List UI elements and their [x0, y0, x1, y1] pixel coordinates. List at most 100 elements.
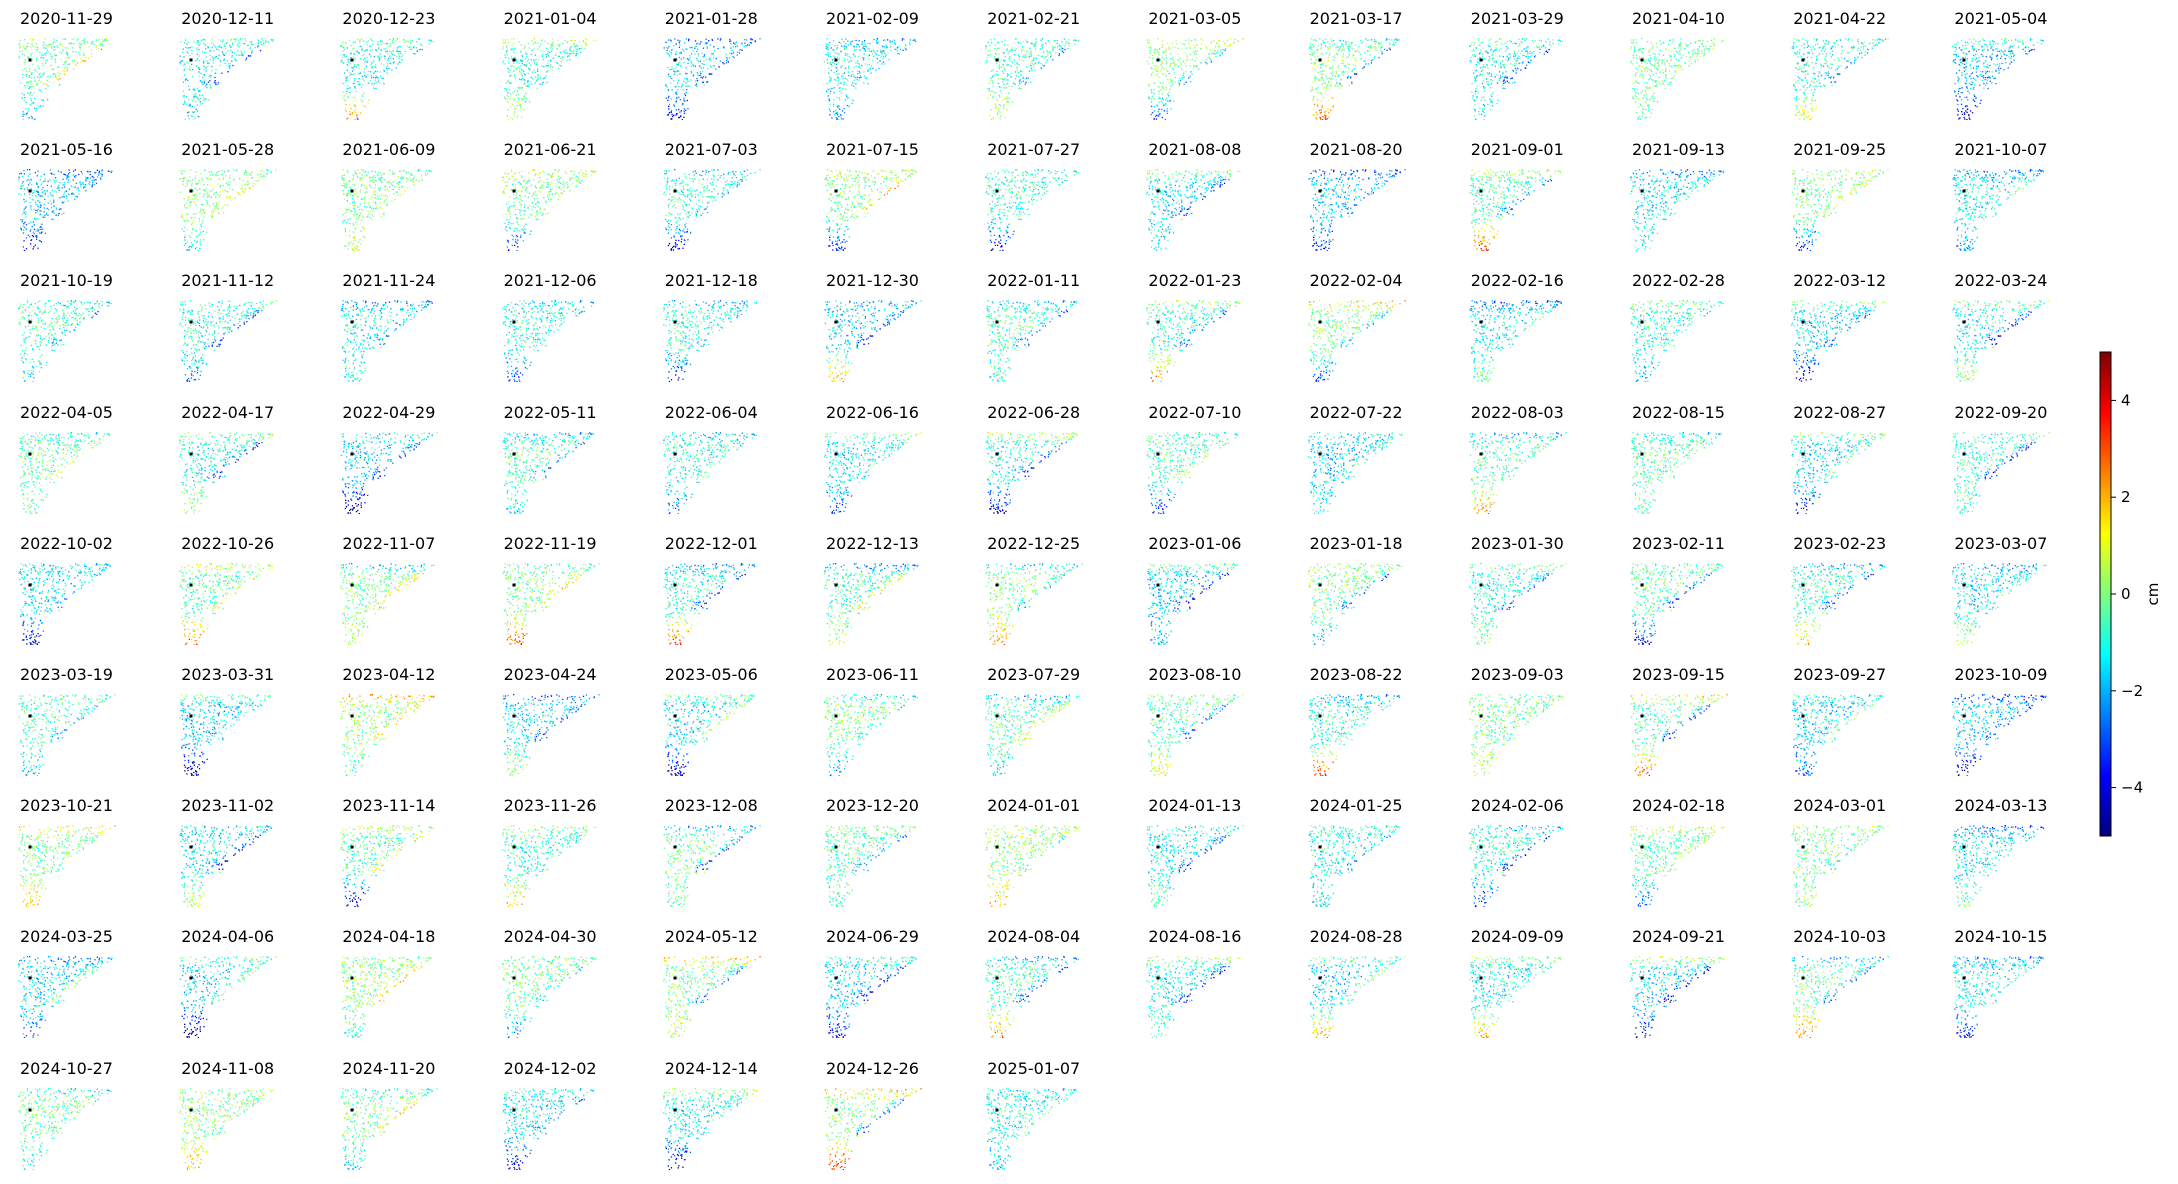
panel-title: 2024-09-09: [1471, 928, 1564, 946]
reference-point-marker: [28, 714, 32, 718]
interferogram-panel: 2021-03-29: [1453, 10, 1603, 122]
panel-title: 2023-10-21: [20, 797, 113, 815]
panel-title: 2022-07-10: [1148, 403, 1241, 422]
interferogram-panel: 2024-08-04: [969, 928, 1119, 1040]
reference-point-marker: [28, 320, 32, 324]
interferogram-panel: 2021-09-13: [1614, 141, 1764, 253]
reference-point-marker: [673, 845, 677, 849]
reference-point-marker: [189, 320, 193, 324]
interferogram-panel: 2022-10-02: [2, 534, 152, 647]
reference-point-marker: [1640, 58, 1644, 62]
reference-point-marker: [995, 976, 999, 980]
panel-title: 2023-02-23: [1793, 534, 1886, 553]
reference-point-marker: [350, 189, 354, 193]
displacement-map: [1147, 562, 1239, 645]
panel-title: 2024-08-16: [1148, 928, 1241, 946]
interferogram-panel: 2024-03-01: [1775, 797, 1925, 909]
panel-title: 2022-08-03: [1471, 403, 1564, 422]
displacement-map: [824, 1087, 922, 1170]
panel-title: 2021-04-10: [1632, 10, 1725, 28]
colorbar-tick-label: −4: [2121, 779, 2143, 797]
reference-point-marker: [1156, 714, 1160, 718]
reference-point-marker: [673, 320, 677, 324]
interferogram-panel: 2021-09-01: [1453, 141, 1603, 253]
reference-point-marker: [995, 58, 999, 62]
interferogram-panel: 2022-06-16: [808, 403, 958, 516]
displacement-map: [179, 694, 272, 776]
displacement-map: [1952, 169, 2045, 252]
reference-point-marker: [1801, 845, 1805, 849]
panel-title: 2021-03-29: [1471, 10, 1564, 28]
reference-point-marker: [1801, 189, 1805, 193]
displacement-map: [340, 694, 435, 776]
interferogram-panel: 2023-04-24: [486, 666, 636, 778]
reference-point-marker: [28, 845, 32, 849]
interferogram-panel: 2021-12-18: [647, 272, 797, 384]
interferogram-panel: 2022-05-11: [486, 403, 636, 516]
displacement-map: [1307, 694, 1400, 776]
panel-title: 2021-03-05: [1148, 10, 1241, 28]
displacement-map: [502, 694, 600, 776]
panel-title: 2024-01-13: [1148, 797, 1241, 815]
interferogram-panel: 2020-12-11: [163, 10, 313, 122]
interferogram-panel: 2024-11-20: [324, 1059, 474, 1172]
reference-point-marker: [834, 1108, 838, 1112]
interferogram-panel: 2023-11-26: [486, 797, 636, 909]
reference-point-marker: [512, 714, 516, 718]
reference-point-marker: [350, 452, 354, 456]
interferogram-panel: 2024-10-27: [2, 1059, 152, 1172]
panel-title: 2023-11-02: [181, 797, 274, 815]
reference-point-marker: [1962, 58, 1966, 62]
panel-title: 2022-06-04: [665, 403, 758, 422]
interferogram-panel: 2024-01-01: [969, 797, 1119, 909]
displacement-map: [1952, 38, 2045, 120]
panel-title: 2021-10-19: [20, 272, 113, 290]
reference-point-marker: [189, 845, 193, 849]
panel-title: 2022-02-28: [1632, 272, 1725, 290]
reference-point-marker: [189, 1108, 193, 1112]
colorbar-label: cm: [2144, 583, 2162, 606]
reference-point-marker: [1801, 320, 1805, 324]
interferogram-panel: 2023-12-20: [808, 797, 958, 909]
displacement-map: [1308, 825, 1400, 908]
interferogram-panel: 2021-07-03: [647, 141, 797, 253]
displacement-map: [18, 1087, 112, 1170]
interferogram-panel: 2023-08-10: [1130, 666, 1280, 778]
panel-title: 2021-12-30: [826, 272, 919, 290]
reference-point-marker: [28, 583, 32, 587]
interferogram-panel: 2024-12-14: [647, 1059, 797, 1172]
interferogram-panel: 2022-09-20: [1936, 403, 2086, 516]
displacement-map: [18, 431, 111, 514]
displacement-map: [985, 562, 1083, 645]
panel-title: 2021-11-12: [181, 272, 274, 290]
displacement-map: [1952, 431, 2051, 514]
reference-point-marker: [512, 58, 516, 62]
interferogram-panel: 2022-02-04: [1292, 272, 1442, 384]
displacement-map: [341, 431, 439, 514]
panel-title: 2022-05-11: [504, 403, 597, 422]
interferogram-panel: 2021-02-21: [969, 10, 1119, 122]
interferogram-panel: 2024-08-16: [1130, 928, 1280, 1040]
interferogram-panel: 2023-11-14: [324, 797, 474, 909]
reference-point-marker: [834, 58, 838, 62]
colorbar-tick-label: 4: [2121, 391, 2131, 409]
reference-point-marker: [350, 58, 354, 62]
interferogram-panel: 2024-10-15: [1936, 928, 2086, 1040]
displacement-map: [1146, 694, 1245, 776]
panel-title: 2021-08-08: [1148, 141, 1241, 159]
interferogram-panel: 2022-07-10: [1130, 403, 1280, 516]
displacement-map: [340, 825, 435, 908]
interferogram-panel: 2024-09-21: [1614, 928, 1764, 1040]
interferogram-panel: 2023-02-23: [1775, 534, 1925, 647]
interferogram-panel: 2024-12-02: [486, 1059, 636, 1172]
displacement-map: [663, 825, 761, 908]
interferogram-panel: 2023-10-21: [2, 797, 152, 909]
panel-title: 2024-05-12: [665, 928, 758, 946]
reference-point-marker: [28, 1108, 32, 1112]
reference-point-marker: [189, 714, 193, 718]
displacement-map: [1146, 825, 1245, 907]
panel-title: 2023-07-29: [987, 666, 1080, 684]
panel-title: 2024-06-29: [826, 928, 919, 946]
panel-title: 2024-12-02: [504, 1059, 597, 1078]
reference-point-marker: [512, 189, 516, 193]
